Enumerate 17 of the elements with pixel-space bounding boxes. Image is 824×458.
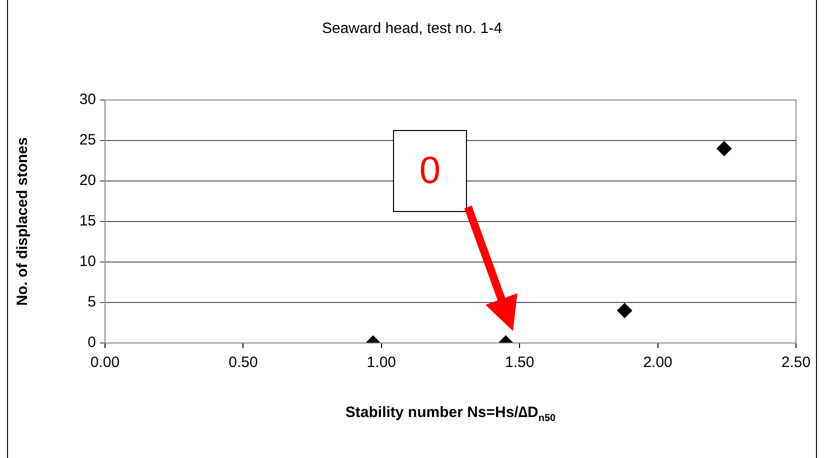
y-tick-label: 15: [79, 212, 96, 230]
y-tick-label: 20: [79, 172, 96, 190]
y-tick-label: 0: [88, 334, 96, 352]
y-tick-label: 5: [88, 294, 96, 311]
x-tick-label: 2.50: [781, 354, 811, 372]
chart-title: Seaward head, test no. 1-4: [320, 20, 504, 37]
x-tick-label: 0.00: [90, 354, 120, 372]
x-tick-label: 1.00: [366, 354, 396, 372]
y-tick-label: 10: [79, 253, 96, 270]
x-axis-title: Stability number Ns=Hs/∆D$_{n50}$: [344, 404, 557, 424]
annotation: 0: [393, 130, 467, 212]
y-tick-label: 30: [79, 91, 96, 108]
y-axis-title: No. of displaced stones: [14, 137, 32, 306]
x-tick-label: 0.50: [228, 354, 258, 372]
x-tick-label: 2.00: [643, 354, 672, 372]
x-tick-label: 1.50: [505, 354, 534, 372]
y-tick-label: 25: [79, 132, 96, 149]
